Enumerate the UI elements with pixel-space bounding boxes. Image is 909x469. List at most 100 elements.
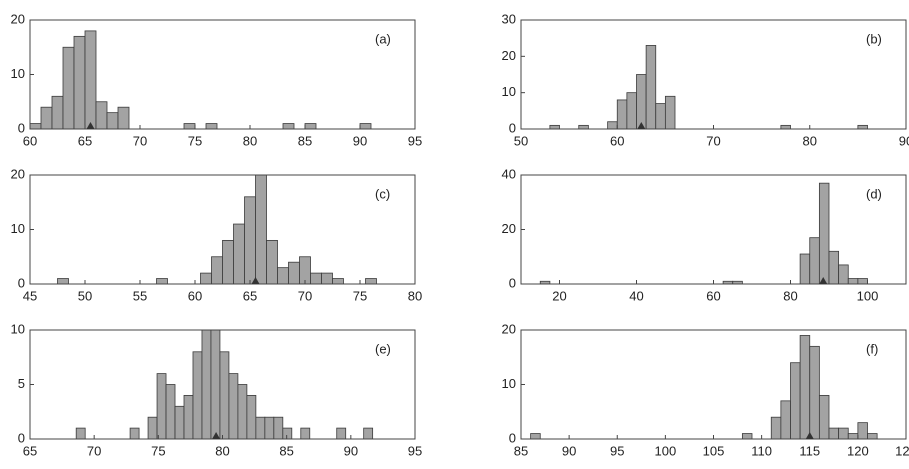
bar (183, 394, 194, 440)
bar (156, 373, 167, 440)
bar (857, 124, 868, 130)
bar (282, 123, 295, 130)
bar (147, 416, 158, 440)
x-tick-label: 90 (562, 443, 576, 458)
x-tick-label: 85 (514, 443, 528, 458)
bar (655, 103, 666, 130)
x-tick-label: 105 (703, 443, 725, 458)
x-tick-label: 20 (552, 288, 566, 303)
bar (222, 239, 234, 285)
x-tick-label: 100 (857, 288, 879, 303)
x-tick-label: 95 (610, 443, 624, 458)
panel-label: (f) (866, 341, 878, 356)
x-tick-label: 100 (655, 443, 677, 458)
bar (790, 362, 801, 440)
y-tick-label: 0 (18, 430, 25, 445)
bar (741, 433, 753, 440)
bar (57, 278, 69, 285)
bar (106, 112, 119, 130)
y-tick-label: 20 (502, 221, 516, 236)
bar (210, 329, 221, 440)
bar (266, 239, 278, 285)
bar (75, 427, 86, 440)
bar (857, 278, 868, 285)
panel: 50 60 70 80 90 0 10 20 30 (b) (502, 11, 909, 148)
bar (321, 272, 333, 285)
x-tick-label: 55 (133, 288, 147, 303)
bar (73, 35, 86, 130)
bar (363, 427, 374, 440)
x-tick-label: 95 (408, 443, 422, 458)
x-tick-label: 60 (706, 288, 720, 303)
bar (264, 416, 275, 440)
bar (201, 329, 212, 440)
x-tick-label: 65 (23, 443, 37, 458)
x-tick-label: 75 (353, 288, 367, 303)
y-tick-label: 0 (18, 275, 25, 290)
bar (626, 92, 637, 130)
bar (211, 256, 223, 285)
bar (205, 123, 218, 130)
bar (219, 351, 230, 440)
y-tick-label: 10 (11, 221, 25, 236)
y-tick-label: 0 (509, 430, 516, 445)
bar (95, 101, 108, 130)
bar (165, 384, 176, 440)
x-tick-label: 80 (215, 443, 229, 458)
y-tick-label: 30 (502, 11, 516, 26)
bar (192, 351, 203, 440)
bar (40, 106, 53, 130)
x-tick-label: 60 (188, 288, 202, 303)
y-tick-label: 10 (502, 84, 516, 99)
bar (809, 345, 820, 440)
bar (84, 30, 97, 130)
x-tick-label: 70 (706, 133, 720, 148)
y-tick-label: 0 (509, 275, 516, 290)
x-tick-label: 75 (188, 133, 202, 148)
panel: 85 90 95 100 105 110 115 120 125 0 10 20 (f) (502, 321, 909, 458)
panel-label: (c) (375, 186, 390, 201)
bar (174, 405, 185, 440)
plot-frame (520, 19, 907, 130)
bar (310, 272, 322, 285)
x-tick-label: 65 (243, 288, 257, 303)
x-tick-label: 50 (78, 288, 92, 303)
x-tick-label: 80 (783, 288, 797, 303)
mean-marker (212, 432, 221, 439)
bar (636, 74, 647, 130)
bar (770, 416, 782, 440)
bar (228, 373, 239, 440)
bar (300, 427, 311, 440)
bar (336, 427, 347, 440)
mean-marker (637, 122, 646, 129)
x-tick-label: 70 (87, 443, 101, 458)
bar (549, 124, 560, 130)
x-tick-label: 90 (344, 443, 358, 458)
bar (129, 427, 140, 440)
bar (828, 250, 840, 285)
panel-label: (e) (375, 341, 391, 356)
bar (51, 95, 64, 130)
panel: 20 40 60 80 100 0 20 40 (d) (502, 166, 907, 303)
x-tick-label: 75 (151, 443, 165, 458)
bar (867, 433, 878, 440)
mean-marker (805, 432, 814, 439)
bar (616, 99, 628, 130)
bar (780, 124, 791, 130)
x-tick-label: 80 (408, 288, 422, 303)
x-tick-label: 60 (610, 133, 624, 148)
bar (273, 416, 284, 440)
bar (818, 182, 830, 285)
bar (365, 278, 377, 285)
y-tick-label: 10 (11, 66, 25, 81)
x-tick-label: 110 (751, 443, 772, 458)
bar (156, 278, 168, 285)
x-tick-label: 40 (629, 288, 643, 303)
bar (664, 95, 676, 130)
x-tick-label: 80 (803, 133, 817, 148)
bar (578, 124, 589, 130)
panel-label: (a) (375, 31, 391, 46)
bar (607, 121, 618, 130)
